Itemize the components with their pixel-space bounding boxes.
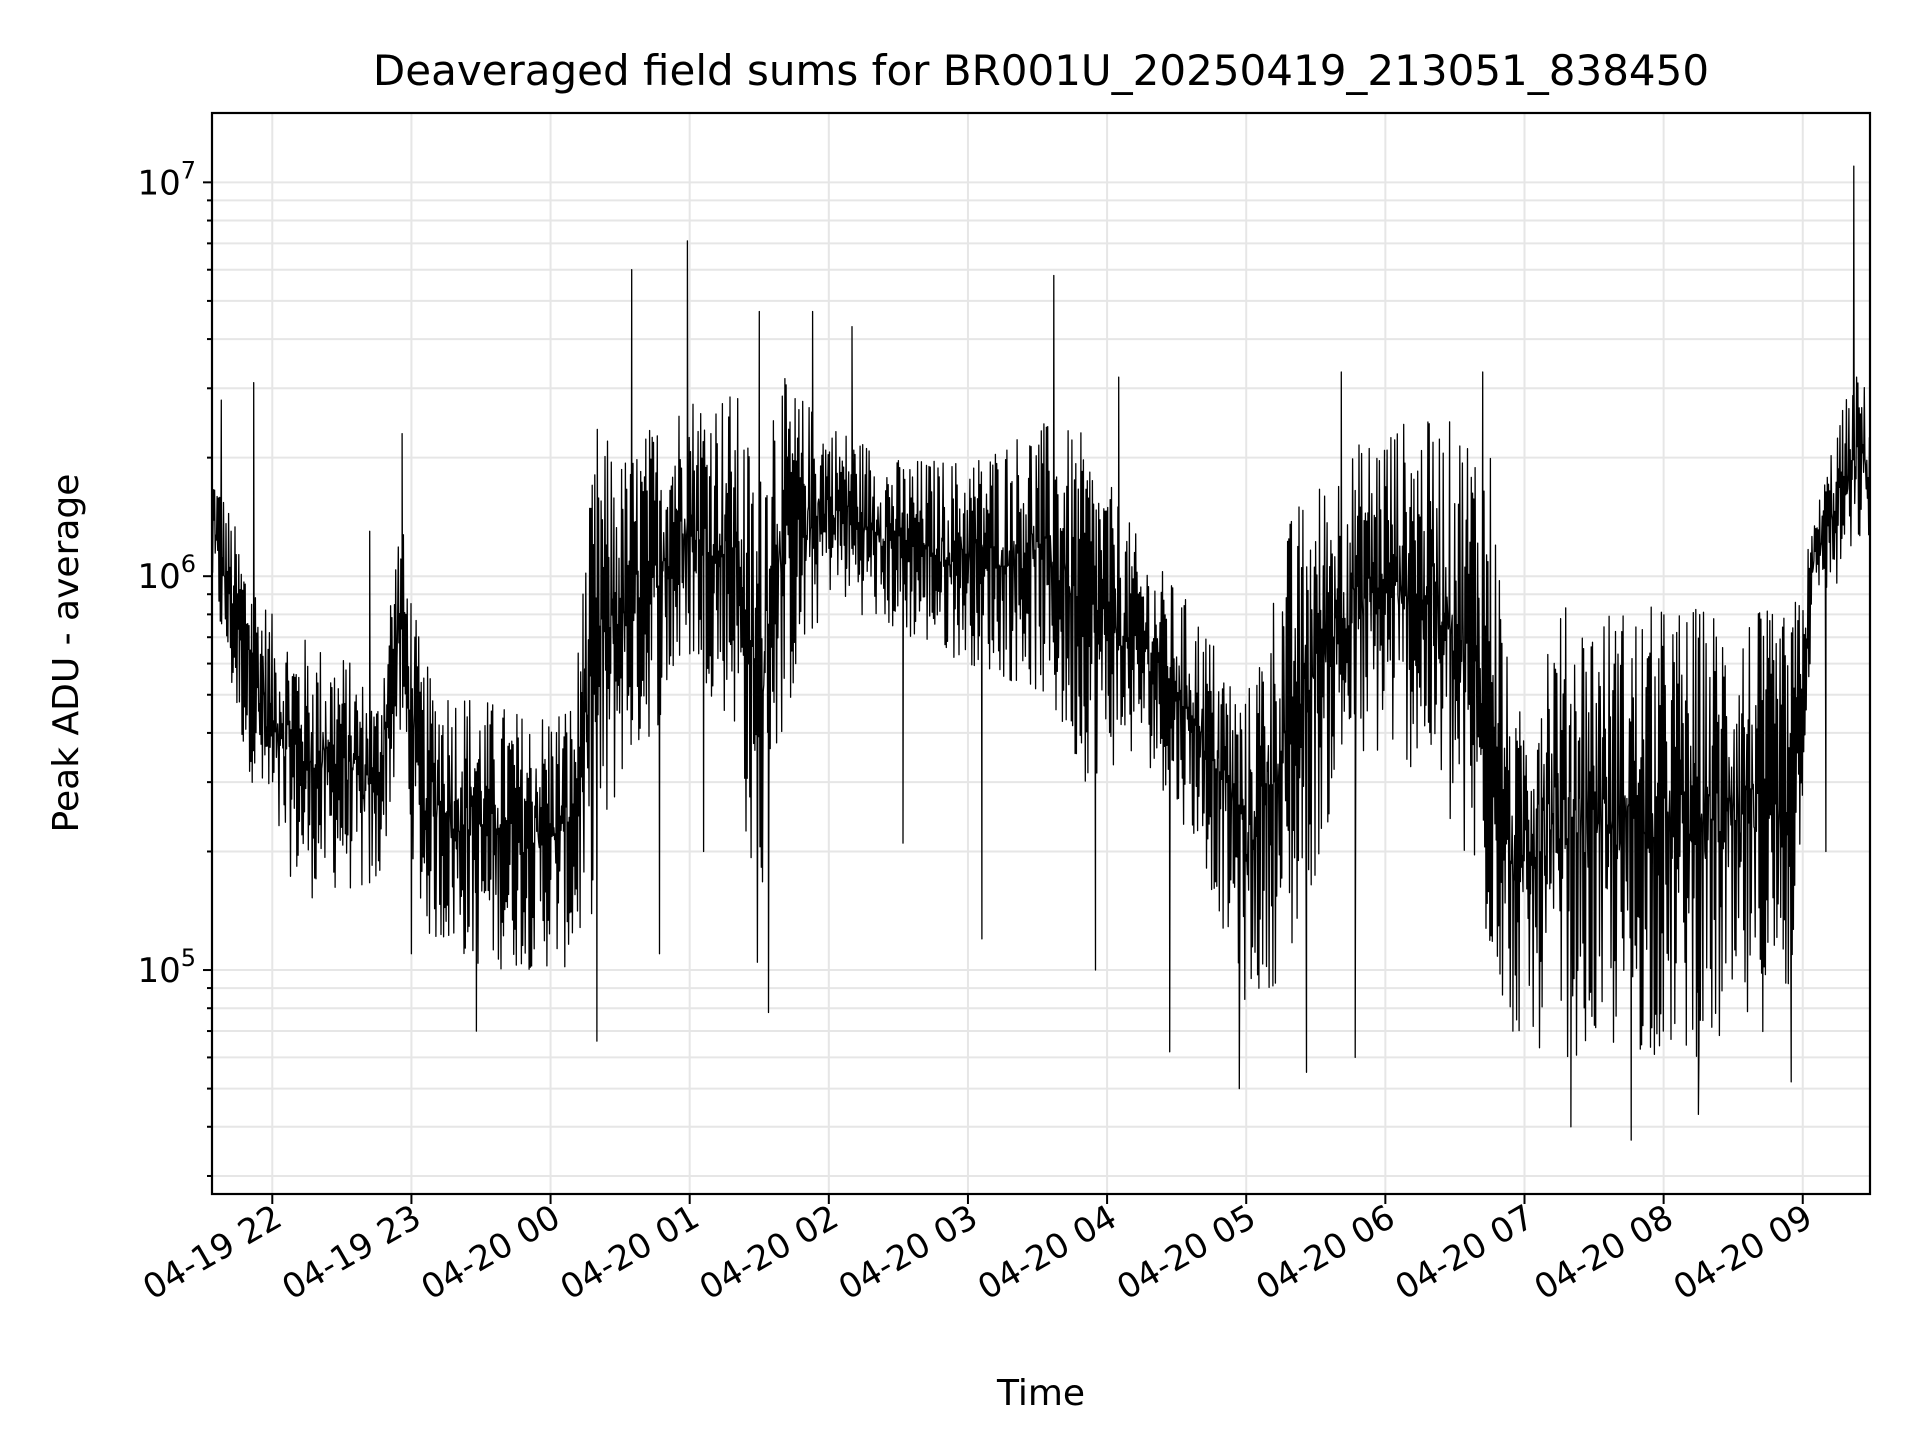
x-axis-label: Time — [996, 1373, 1085, 1414]
y-tick-label-base: 10 — [137, 163, 180, 203]
x-tick-label: 04-19 23 — [276, 1197, 428, 1308]
series-layer — [211, 165, 1871, 1141]
y-tick-label: 107 — [137, 156, 196, 203]
y-tick-label: 106 — [137, 550, 196, 597]
y-tick-label-base: 10 — [137, 557, 180, 597]
y-tick-label-exponent: 5 — [181, 944, 196, 972]
y-tick-label: 105 — [137, 944, 196, 991]
x-tick-label: 04-20 09 — [1667, 1197, 1819, 1308]
y-axis-label: Peak ADU - average — [46, 474, 87, 833]
x-tick-label: 04-20 08 — [1528, 1197, 1680, 1308]
x-tick-label: 04-20 04 — [971, 1197, 1123, 1308]
x-tick-label: 04-19 22 — [136, 1197, 288, 1308]
x-tick-label: 04-20 01 — [554, 1197, 706, 1308]
plot-frame — [210, 111, 1872, 1196]
series-line — [211, 165, 1871, 1141]
y-tick-label-exponent: 6 — [181, 550, 196, 578]
chart-title: Deaveraged field sums for BR001U_2025041… — [373, 46, 1709, 95]
x-tick-label: 04-20 03 — [832, 1197, 984, 1308]
x-tick-label: 04-20 00 — [415, 1197, 567, 1308]
y-tick-label-exponent: 7 — [181, 156, 196, 184]
x-tick-label: 04-20 02 — [693, 1197, 845, 1308]
y-tick-label-base: 10 — [137, 951, 180, 991]
x-tick-label: 04-20 07 — [1389, 1197, 1541, 1308]
x-tick-label: 04-20 06 — [1249, 1197, 1401, 1308]
x-tick-label: 04-20 05 — [1110, 1197, 1262, 1308]
